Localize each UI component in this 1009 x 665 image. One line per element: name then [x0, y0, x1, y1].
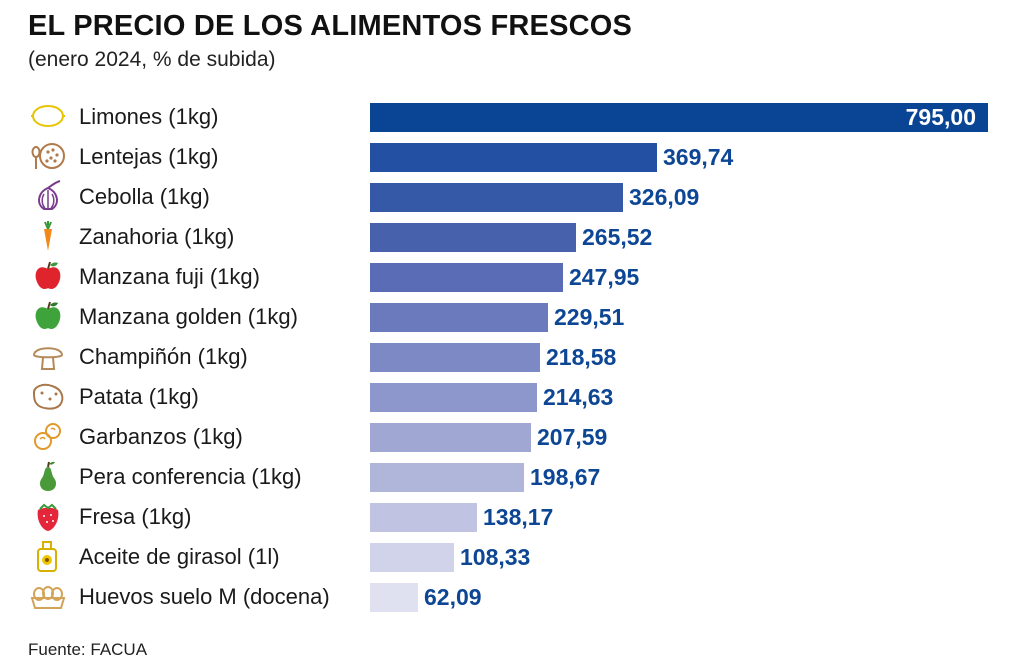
chart-row: Champiñón (1kg) 218,58: [0, 336, 1009, 376]
bar: [370, 103, 988, 132]
chart-row: Limones (1kg) 795,00: [0, 96, 1009, 136]
value-label: 108,33: [460, 544, 531, 570]
category-label: Garbanzos (1kg): [79, 424, 243, 449]
bar: [370, 143, 657, 172]
bar: [370, 423, 531, 452]
chart-row: Huevos suelo M (docena) 62,09: [0, 576, 1009, 616]
bar: [370, 343, 540, 372]
chart-row: Lentejas (1kg) 369,74: [0, 136, 1009, 176]
category-label: Manzana golden (1kg): [79, 304, 298, 329]
eggs-icon: [30, 580, 66, 612]
bar: [370, 583, 418, 612]
onion-icon: [30, 180, 66, 212]
bar: [370, 223, 576, 252]
value-label: 326,09: [629, 184, 700, 210]
chart-row: Manzana golden (1kg) 229,51: [0, 296, 1009, 336]
value-label: 198,67: [530, 464, 601, 490]
value-label: 62,09: [424, 584, 482, 610]
category-label: Lentejas (1kg): [79, 144, 219, 169]
pear-icon: [30, 460, 66, 492]
value-label: 247,95: [569, 264, 640, 290]
bar: [370, 303, 548, 332]
chart-row: Fresa (1kg) 138,17: [0, 496, 1009, 536]
category-label: Manzana fuji (1kg): [79, 264, 260, 289]
category-label: Aceite de girasol (1l): [79, 544, 280, 569]
bar: [370, 383, 537, 412]
bar: [370, 263, 563, 292]
mushroom-icon: [30, 340, 66, 372]
chart-row: Manzana fuji (1kg) 247,95: [0, 256, 1009, 296]
value-label: 218,58: [546, 344, 617, 370]
category-label: Zanahoria (1kg): [79, 224, 235, 249]
source-note: Fuente: FACUA: [28, 640, 148, 659]
category-label: Cebolla (1kg): [79, 184, 210, 209]
green-apple-icon: [30, 300, 66, 332]
chart-title: EL PRECIO DE LOS ALIMENTOS FRESCOS: [28, 10, 633, 42]
potato-icon: [30, 380, 66, 412]
bar: [370, 503, 477, 532]
sunflower-oil-icon: [30, 540, 66, 572]
chart-row: Zanahoria (1kg) 265,52: [0, 216, 1009, 256]
value-label: 229,51: [554, 304, 625, 330]
chart-row: Pera conferencia (1kg) 198,67: [0, 456, 1009, 496]
chart-row: Cebolla (1kg) 326,09: [0, 176, 1009, 216]
chart-subtitle: (enero 2024, % de subida): [28, 48, 276, 71]
category-label: Pera conferencia (1kg): [79, 464, 302, 489]
value-label: 214,63: [543, 384, 614, 410]
chart-row: Aceite de girasol (1l) 108,33: [0, 536, 1009, 576]
bar: [370, 463, 524, 492]
category-label: Champiñón (1kg): [79, 344, 248, 369]
carrot-icon: [30, 220, 66, 252]
category-label: Limones (1kg): [79, 104, 219, 129]
chart-row: Patata (1kg) 214,63: [0, 376, 1009, 416]
red-apple-icon: [30, 260, 66, 292]
category-label: Patata (1kg): [79, 384, 199, 409]
value-label: 795,00: [905, 104, 976, 130]
chickpeas-icon: [30, 420, 66, 452]
value-label: 369,74: [663, 144, 734, 170]
category-label: Huevos suelo M (docena): [79, 584, 330, 609]
bar: [370, 183, 623, 212]
category-label: Fresa (1kg): [79, 504, 192, 529]
value-label: 207,59: [537, 424, 608, 450]
lentils-icon: [30, 140, 66, 172]
lemon-icon: [30, 100, 66, 132]
bar: [370, 543, 454, 572]
bar-chart: Limones (1kg) 795,00 Lentejas (1kg) 369,74 C…: [0, 96, 1009, 626]
value-label: 138,17: [483, 504, 554, 530]
chart-row: Garbanzos (1kg) 207,59: [0, 416, 1009, 456]
value-label: 265,52: [582, 224, 653, 250]
strawberry-icon: [30, 500, 66, 532]
